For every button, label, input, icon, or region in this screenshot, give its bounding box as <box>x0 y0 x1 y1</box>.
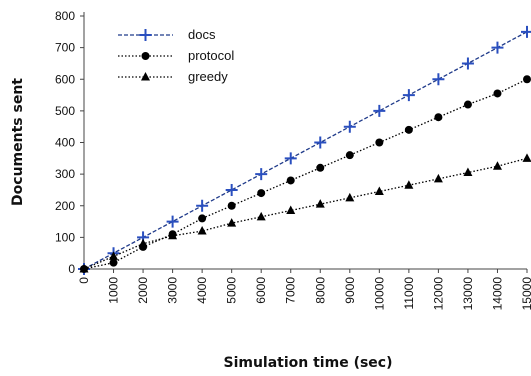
data-point-greedy <box>433 173 443 183</box>
series-docs <box>78 25 531 275</box>
x-tick-label: 11000 <box>402 277 416 310</box>
data-point-docs <box>166 215 179 228</box>
data-point-protocol <box>286 176 295 185</box>
data-point-greedy <box>109 251 119 260</box>
data-point-greedy <box>345 192 355 202</box>
x-tick-label: 3000 <box>166 277 180 304</box>
data-point-protocol <box>463 100 472 109</box>
legend-item-greedy: greedy <box>118 69 228 84</box>
x-axis-title: Simulation time (sec) <box>223 355 392 371</box>
x-tick-label: 7000 <box>284 277 298 304</box>
legend-label-docs: docs <box>188 27 216 42</box>
x-tick-label: 6000 <box>254 277 268 304</box>
data-point-greedy <box>286 205 296 214</box>
data-point-docs <box>255 168 268 181</box>
data-point-protocol <box>109 258 118 267</box>
data-point-docs <box>402 89 415 102</box>
legend-item-docs: docs <box>118 27 216 42</box>
data-point-docs <box>432 73 445 86</box>
x-tick-label: 0 <box>77 277 91 284</box>
data-point-greedy <box>404 180 414 189</box>
data-point-greedy <box>315 199 325 208</box>
data-point-protocol <box>316 163 325 172</box>
y-tick-label: 400 <box>55 136 75 150</box>
series-layer <box>78 25 531 275</box>
legend-item-protocol: protocol <box>118 48 234 63</box>
series-line-protocol <box>83 78 528 270</box>
data-point-protocol <box>434 113 443 122</box>
legend-marker-protocol <box>141 52 150 60</box>
data-point-greedy <box>256 211 266 221</box>
y-tick-label: 500 <box>55 104 75 118</box>
legend-marker-greedy <box>141 72 150 81</box>
x-tick-label: 13000 <box>461 277 475 311</box>
data-point-greedy <box>138 238 148 248</box>
data-point-docs <box>521 25 531 38</box>
data-point-greedy <box>522 153 531 162</box>
x-tick-label: 14000 <box>490 277 504 311</box>
data-point-greedy <box>374 186 384 196</box>
x-tick-label: 5000 <box>225 277 239 304</box>
x-tick-label: 9000 <box>343 277 357 304</box>
legend-label-protocol: protocol <box>188 48 234 63</box>
y-tick-label: 200 <box>55 199 75 213</box>
x-tick-label: 15000 <box>520 277 531 311</box>
data-point-protocol <box>404 125 413 134</box>
data-point-protocol <box>493 89 502 98</box>
x-tick-label: 2000 <box>136 277 150 304</box>
data-point-greedy <box>197 226 207 235</box>
series-line-docs <box>83 31 528 270</box>
data-point-protocol <box>345 151 354 160</box>
data-point-greedy <box>168 230 178 240</box>
data-point-docs <box>373 104 386 117</box>
data-point-docs <box>314 136 327 149</box>
data-point-protocol <box>257 189 266 198</box>
x-tick-label: 1000 <box>107 277 121 304</box>
y-tick-label: 800 <box>55 9 75 23</box>
data-point-protocol <box>523 75 531 84</box>
data-point-protocol <box>375 138 384 147</box>
x-tick-label: 8000 <box>313 277 327 304</box>
data-point-docs <box>196 199 209 212</box>
series-line-greedy <box>83 157 528 270</box>
x-tick-label: 12000 <box>431 277 445 311</box>
legend-marker-docs <box>139 29 152 41</box>
data-point-docs <box>225 183 238 196</box>
legend-label-greedy: greedy <box>188 69 228 84</box>
data-point-greedy <box>492 161 502 170</box>
data-point-greedy <box>79 264 89 273</box>
data-point-docs <box>491 41 504 54</box>
data-point-greedy <box>463 167 473 177</box>
data-point-docs <box>343 120 356 133</box>
y-tick-label: 0 <box>68 262 75 276</box>
data-point-docs <box>461 57 474 70</box>
y-tick-label: 300 <box>55 167 75 181</box>
data-point-protocol <box>198 214 207 223</box>
data-point-protocol <box>227 201 236 210</box>
y-tick-label: 700 <box>55 41 75 55</box>
data-point-docs <box>284 152 297 165</box>
data-point-greedy <box>227 218 237 227</box>
y-tick-label: 600 <box>55 72 75 86</box>
y-tick-label: 100 <box>55 230 75 244</box>
series-greedy <box>79 153 531 273</box>
y-axis-title: Documents sent <box>10 78 26 206</box>
x-tick-label: 10000 <box>372 277 386 311</box>
x-tick-label: 4000 <box>195 277 209 304</box>
legend: docs protocol greedy <box>118 27 234 84</box>
